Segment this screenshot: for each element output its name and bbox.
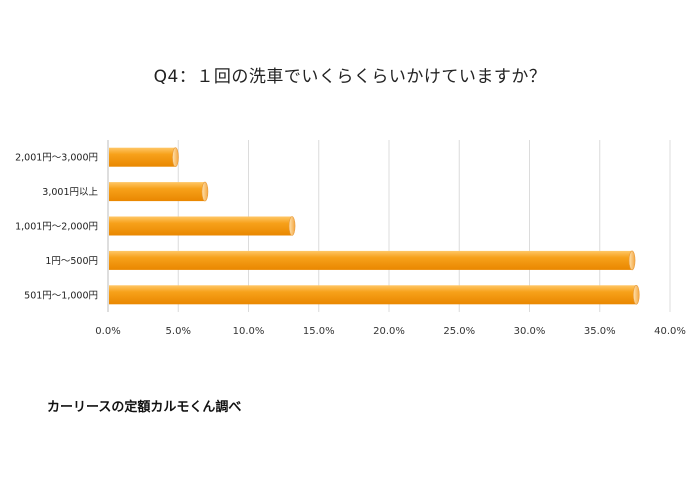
- x-tick-label: 30.0%: [514, 326, 546, 337]
- bar: [109, 285, 637, 305]
- x-tick-labels: 0.0% 5.0% 10.0% 15.0% 20.0% 25.0% 30.0% 35.0% 40…: [95, 326, 686, 337]
- category-label: 501円～1,000円: [24, 290, 98, 301]
- category-label: 1円～500円: [45, 256, 98, 267]
- bar: [109, 147, 176, 167]
- x-tick-label: 10.0%: [233, 326, 265, 337]
- bars: [109, 147, 640, 305]
- category-label: 3,001円以上: [42, 187, 98, 198]
- bar: [109, 216, 293, 236]
- category-label: 2,001円～3,000円: [15, 153, 98, 164]
- x-tick-label: 20.0%: [373, 326, 405, 337]
- category-labels: 2,001円～3,000円 3,001円以上 1,001円～2,000円 1円～500…: [15, 153, 98, 302]
- x-tick-label: 35.0%: [584, 326, 616, 337]
- x-tick-label: 5.0%: [166, 326, 191, 337]
- x-tick-label: 15.0%: [303, 326, 335, 337]
- bar-end-cap: [632, 284, 640, 305]
- x-tick-label: 40.0%: [654, 326, 686, 337]
- bar-end-cap: [201, 181, 209, 202]
- bar-end-cap: [172, 147, 179, 167]
- category-label: 1,001円～2,000円: [15, 222, 98, 233]
- x-tick-label: 0.0%: [95, 326, 120, 337]
- x-tick-label: 25.0%: [443, 326, 475, 337]
- bar: [109, 250, 633, 270]
- source-note: カーリースの定額カルモくん調べ: [47, 400, 242, 415]
- bar-end-cap: [288, 216, 296, 236]
- chart-title: Q4：１回の洗車でいくらくらいかけていますか？: [153, 67, 547, 87]
- bar-end-cap: [628, 250, 636, 271]
- bar: [109, 182, 205, 202]
